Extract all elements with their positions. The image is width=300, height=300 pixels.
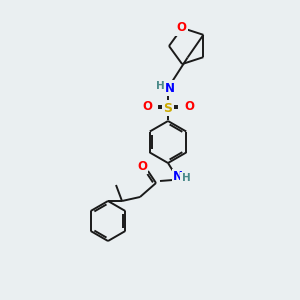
Text: S: S xyxy=(164,101,172,115)
Text: H: H xyxy=(156,81,164,91)
Text: O: O xyxy=(176,21,186,34)
Text: O: O xyxy=(142,100,152,113)
Text: O: O xyxy=(184,100,194,113)
Text: N: N xyxy=(165,82,175,94)
Text: N: N xyxy=(173,170,183,184)
Text: O: O xyxy=(137,160,147,172)
Text: H: H xyxy=(182,173,190,183)
